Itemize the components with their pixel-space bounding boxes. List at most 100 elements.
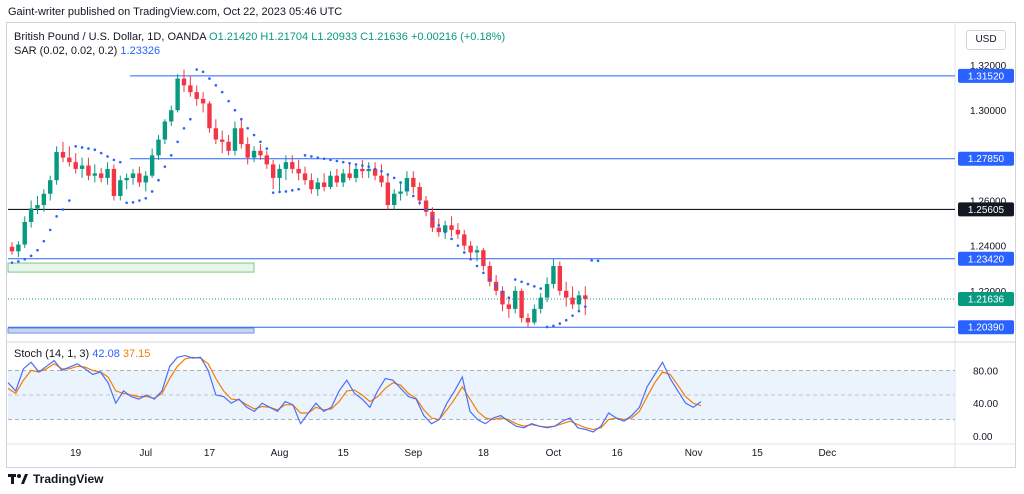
sar-dot-36: [240, 117, 243, 121]
sar-dot-81: [526, 282, 530, 286]
candle-body-84: [544, 284, 550, 298]
current-price-badge-text: 1.21636: [968, 295, 1005, 306]
time-tick-label: Jul: [139, 448, 152, 459]
sar-dot-4: [36, 248, 39, 252]
candle-body-2: [22, 221, 27, 245]
price-tick-label: 1.26000: [970, 197, 1007, 208]
level-badge-0-text: 1.31520: [968, 71, 1005, 82]
sar-dot-3: [29, 254, 33, 258]
time-tick-label: 15: [338, 448, 350, 459]
sar-dot-58: [380, 169, 383, 173]
sar-dot-77: [501, 290, 504, 294]
sar-dot-70: [456, 244, 460, 247]
sar-dot-66: [431, 217, 434, 220]
candle-body-82: [532, 308, 537, 323]
candle-body-26: [175, 78, 180, 111]
brand-name: TradingView: [33, 472, 104, 486]
candle-body-55: [360, 168, 365, 172]
sar-dot-21: [144, 196, 148, 200]
candle-body-68: [442, 225, 448, 233]
sar-dot-26: [176, 140, 179, 144]
sar-dot-84: [545, 325, 549, 329]
price-badges: 1.31520 1.27850 1.25605 1.23420 1.20390 1.216…: [958, 68, 1014, 335]
sar-dot-71: [462, 251, 466, 254]
sar-dot-31: [208, 77, 211, 80]
sar-dot-68: [443, 230, 447, 234]
candle-body-10: [73, 162, 78, 169]
time-tick-label: 19: [70, 448, 82, 459]
stoch-legend: Stoch (14, 1, 3) 42.08 37.15: [14, 348, 150, 360]
level-badge-2-bg: [958, 202, 1014, 217]
sar-dot-27: [182, 126, 186, 130]
sar-dot-82: [533, 285, 536, 288]
sar-dot-90: [584, 305, 587, 308]
candle-body-12: [86, 165, 91, 176]
candle-body-28: [188, 85, 193, 93]
level-badge-3-text: 1.23420: [968, 254, 1005, 265]
candle-body-35: [232, 128, 238, 151]
candle-body-44: [290, 162, 295, 169]
candle-body-4: [35, 205, 40, 209]
time-tick-label: Sep: [404, 448, 422, 459]
sar-dot-45: [297, 187, 300, 191]
candle-body-79: [513, 290, 518, 309]
candle-body-39: [258, 150, 263, 156]
tradingview-brand[interactable]: TradingView: [8, 472, 103, 486]
candle-body-45: [296, 168, 301, 174]
sar-dot-15: [106, 155, 109, 158]
candle-body-33: [220, 139, 225, 142]
candle-body-25: [169, 110, 174, 122]
sar-dot-47: [310, 155, 313, 158]
sar-dot-92: [596, 259, 600, 263]
sar-dot-67: [437, 224, 441, 227]
sar-dot-59: [386, 173, 390, 176]
stoch-d-line: [7, 356, 702, 431]
sar-dot-54: [354, 163, 358, 166]
candle-body-80: [519, 290, 524, 318]
candle-body-5: [41, 193, 47, 206]
change-value: +0.00216 (+0.18%): [410, 31, 506, 43]
candle-body-64: [417, 186, 422, 201]
high-value: H1.21704: [260, 31, 309, 43]
currency-button[interactable]: USD: [966, 30, 1006, 50]
candle-body-14: [98, 173, 104, 178]
sar-dot-76: [494, 285, 498, 288]
zone-blue: [7, 327, 255, 334]
publisher-line: Gaint-writer published on TradingView.co…: [8, 6, 343, 18]
stoch-label: Stoch (14, 1, 3): [14, 348, 90, 360]
sar-dot-13: [93, 148, 97, 152]
candle-body-72: [468, 245, 473, 253]
tradingview-logo-icon: [8, 474, 28, 484]
sar-dot-43: [284, 190, 288, 193]
candle-body-59: [385, 182, 391, 206]
price-tick-label: 1.30000: [970, 106, 1007, 117]
sar-dot-52: [341, 160, 345, 164]
sar-dot-91: [590, 259, 593, 262]
candle-body-56: [366, 168, 371, 172]
candle-body-47: [309, 180, 314, 190]
sar-dot-25: [169, 154, 173, 157]
sar-dot-32: [214, 84, 218, 87]
candle-body-17: [118, 180, 123, 196]
candle-body-70: [455, 229, 461, 235]
sar-dot-72: [469, 257, 472, 261]
time-tick-label: Aug: [271, 448, 289, 459]
candle-body-11: [79, 165, 85, 169]
sar-dot-29: [195, 68, 199, 71]
candle-body-0: [9, 246, 15, 252]
sar-dot-1: [17, 260, 20, 263]
sar-dot-74: [482, 271, 485, 275]
current-price-badge-bg: [958, 292, 1014, 307]
sar-dot-69: [450, 237, 453, 241]
time-tick-label: Dec: [818, 448, 836, 459]
low-value: L1.20933: [311, 31, 358, 43]
candle-body-51: [334, 175, 340, 183]
candle-body-71: [462, 234, 467, 246]
symbol-label: British Pound / U.S. Dollar, 1D, OANDA: [14, 31, 206, 43]
sar-dot-34: [227, 99, 230, 103]
candle-body-78: [506, 304, 512, 309]
sar-value: 1.23326: [120, 45, 161, 57]
candle-body-30: [200, 98, 206, 104]
sar-dot-38: [252, 133, 256, 137]
